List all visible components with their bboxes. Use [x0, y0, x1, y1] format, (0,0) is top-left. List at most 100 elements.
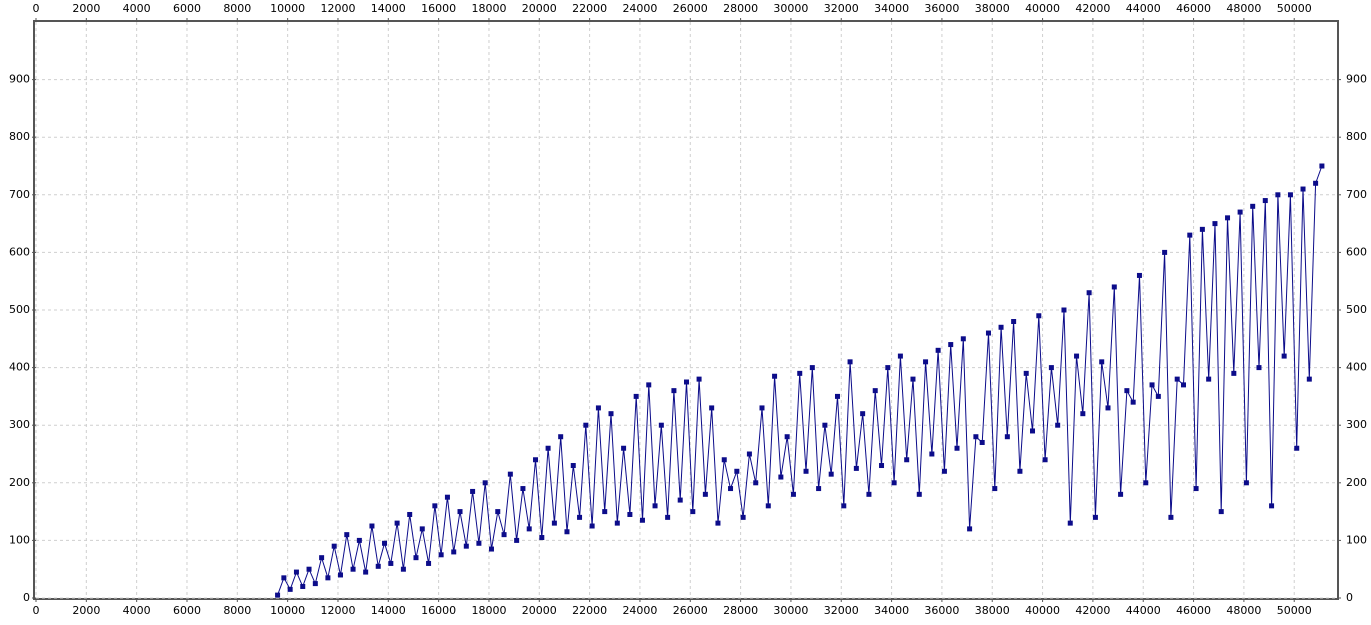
x-tick-label-top: 4000	[123, 2, 151, 15]
point	[753, 480, 759, 486]
point	[558, 434, 564, 440]
point	[457, 509, 463, 515]
point	[935, 347, 941, 353]
point	[319, 555, 325, 561]
point	[577, 514, 583, 520]
y-tick-label: 700	[9, 188, 30, 201]
y-tick-label: 100	[9, 533, 30, 546]
point	[803, 468, 809, 474]
y-tick-label-right: 900	[1346, 73, 1367, 86]
x-tick-label-top: 42000	[1075, 2, 1110, 15]
point	[1193, 486, 1199, 492]
point	[1250, 203, 1256, 209]
point	[860, 411, 866, 417]
x-tick-label: 0	[33, 604, 40, 617]
point	[1004, 434, 1010, 440]
point	[1243, 480, 1249, 486]
point	[709, 405, 715, 411]
point	[602, 509, 608, 515]
x-tick-label: 4000	[123, 604, 151, 617]
y-tick-label-right: 200	[1346, 476, 1367, 489]
point	[1124, 388, 1130, 394]
point	[1262, 198, 1268, 204]
x-tick-label-top: 10000	[270, 2, 305, 15]
y-tick-label: 600	[9, 245, 30, 258]
point	[740, 514, 746, 520]
x-tick-label-top: 28000	[723, 2, 758, 15]
x-tick-label-top: 36000	[924, 2, 959, 15]
y-tick-label: 500	[9, 303, 30, 316]
point	[816, 486, 822, 492]
point	[501, 532, 507, 538]
x-tick-label: 28000	[723, 604, 758, 617]
point	[337, 572, 343, 578]
point	[1042, 457, 1048, 463]
y-tick-label: 300	[9, 418, 30, 431]
point	[514, 537, 520, 543]
point	[520, 486, 526, 492]
point	[847, 359, 853, 365]
point	[916, 491, 922, 497]
x-tick-label-top: 8000	[223, 2, 251, 15]
point	[746, 451, 752, 457]
point	[1168, 514, 1174, 520]
point	[1092, 514, 1098, 520]
x-tick-label: 34000	[874, 604, 909, 617]
point	[275, 592, 281, 598]
x-tick-label: 8000	[223, 604, 251, 617]
point	[407, 511, 413, 517]
x-tick-label-top: 20000	[522, 2, 557, 15]
y-tick-label-right: 600	[1346, 245, 1367, 258]
point	[992, 486, 998, 492]
point	[444, 494, 450, 500]
point	[658, 422, 664, 428]
point	[344, 532, 350, 538]
x-tick-label-top: 6000	[173, 2, 201, 15]
point	[608, 411, 614, 417]
point	[721, 457, 727, 463]
x-tick-label: 40000	[1025, 604, 1060, 617]
point	[1231, 370, 1237, 376]
point	[866, 491, 872, 497]
x-tick-label-top: 48000	[1226, 2, 1261, 15]
x-tick-label-top: 46000	[1176, 2, 1211, 15]
y-tick-label: 200	[9, 476, 30, 489]
point	[910, 376, 916, 382]
x-tick-label: 20000	[522, 604, 557, 617]
point	[665, 514, 671, 520]
x-tick-label: 46000	[1176, 604, 1211, 617]
point	[400, 566, 406, 572]
point	[589, 523, 595, 529]
point	[614, 520, 620, 526]
point	[985, 330, 991, 336]
point	[1061, 307, 1067, 313]
point	[287, 586, 293, 592]
point	[1011, 319, 1017, 325]
point	[1206, 376, 1212, 382]
point	[451, 549, 457, 555]
point	[1313, 180, 1319, 186]
point	[979, 439, 985, 445]
y-tick-label-right: 800	[1346, 130, 1367, 143]
point	[1118, 491, 1124, 497]
y-tick-label-right: 500	[1346, 303, 1367, 316]
x-tick-label-top: 38000	[975, 2, 1010, 15]
point	[507, 471, 513, 477]
point	[734, 468, 740, 474]
point	[1036, 313, 1042, 319]
point	[872, 388, 878, 394]
x-tick-label-top: 24000	[622, 2, 657, 15]
point	[1269, 503, 1275, 509]
point	[432, 503, 438, 509]
point	[897, 353, 903, 359]
point	[1174, 376, 1180, 382]
point	[1275, 192, 1281, 198]
point	[426, 560, 432, 566]
point	[1149, 382, 1155, 388]
x-tick-label-top: 2000	[72, 2, 100, 15]
point	[382, 540, 388, 546]
point	[941, 468, 947, 474]
x-tick-label: 50000	[1277, 604, 1312, 617]
point	[1074, 353, 1080, 359]
